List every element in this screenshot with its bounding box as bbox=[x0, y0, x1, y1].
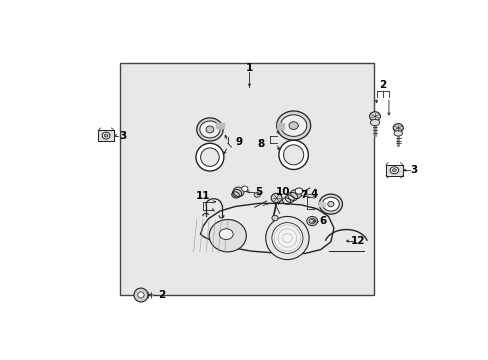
Ellipse shape bbox=[319, 194, 342, 214]
Text: ⊙: ⊙ bbox=[309, 219, 314, 224]
Text: 6: 6 bbox=[319, 216, 326, 226]
Ellipse shape bbox=[369, 112, 380, 121]
Ellipse shape bbox=[295, 188, 302, 194]
Ellipse shape bbox=[254, 193, 260, 197]
Ellipse shape bbox=[270, 193, 282, 203]
Ellipse shape bbox=[322, 197, 339, 211]
Ellipse shape bbox=[205, 126, 213, 133]
Ellipse shape bbox=[276, 111, 310, 140]
Polygon shape bbox=[319, 202, 324, 206]
Text: 3: 3 bbox=[409, 165, 417, 175]
Ellipse shape bbox=[233, 187, 244, 197]
Ellipse shape bbox=[392, 169, 395, 172]
Ellipse shape bbox=[389, 167, 398, 174]
Ellipse shape bbox=[219, 229, 233, 239]
Text: 1: 1 bbox=[245, 63, 253, 73]
Text: 8: 8 bbox=[257, 139, 264, 149]
Circle shape bbox=[265, 216, 308, 260]
Circle shape bbox=[196, 143, 224, 171]
Polygon shape bbox=[276, 122, 284, 129]
Ellipse shape bbox=[308, 219, 315, 224]
Circle shape bbox=[271, 222, 302, 253]
Polygon shape bbox=[98, 130, 114, 141]
Ellipse shape bbox=[392, 124, 403, 132]
Ellipse shape bbox=[241, 186, 247, 192]
Circle shape bbox=[138, 292, 144, 298]
Text: 5: 5 bbox=[255, 187, 262, 197]
Polygon shape bbox=[200, 203, 333, 253]
Ellipse shape bbox=[327, 202, 333, 207]
Ellipse shape bbox=[209, 220, 246, 252]
Ellipse shape bbox=[393, 131, 402, 136]
Text: 12: 12 bbox=[350, 236, 365, 246]
Circle shape bbox=[283, 145, 303, 165]
Ellipse shape bbox=[200, 121, 220, 138]
Ellipse shape bbox=[271, 215, 278, 221]
Ellipse shape bbox=[369, 120, 379, 126]
Text: 4: 4 bbox=[310, 189, 318, 199]
Circle shape bbox=[278, 140, 308, 170]
Text: 7: 7 bbox=[300, 190, 307, 200]
Polygon shape bbox=[216, 123, 224, 128]
Ellipse shape bbox=[290, 190, 301, 198]
Ellipse shape bbox=[102, 132, 110, 139]
Ellipse shape bbox=[196, 118, 223, 141]
Text: 2: 2 bbox=[158, 290, 165, 300]
Text: 10: 10 bbox=[276, 187, 290, 197]
Ellipse shape bbox=[288, 122, 298, 130]
Circle shape bbox=[200, 148, 219, 166]
Ellipse shape bbox=[280, 115, 306, 136]
Circle shape bbox=[134, 288, 148, 302]
Bar bbox=[120, 63, 373, 296]
Text: 9: 9 bbox=[235, 137, 243, 147]
Ellipse shape bbox=[104, 134, 108, 137]
Text: 2: 2 bbox=[378, 80, 386, 90]
Text: 11: 11 bbox=[195, 192, 210, 202]
Polygon shape bbox=[385, 165, 402, 176]
Text: 3: 3 bbox=[119, 131, 126, 141]
Ellipse shape bbox=[306, 216, 317, 226]
